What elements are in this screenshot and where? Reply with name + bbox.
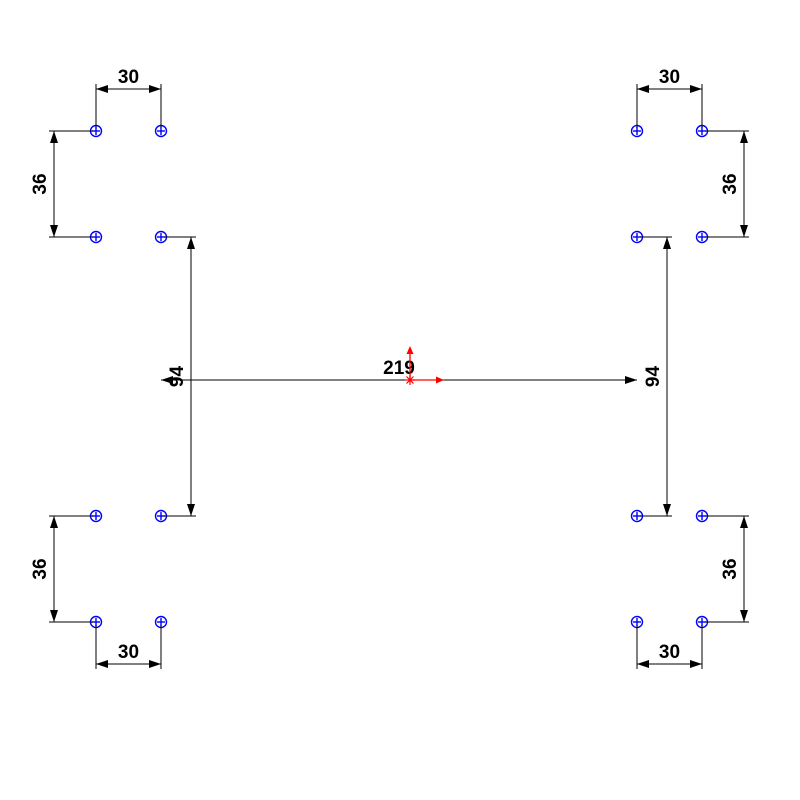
dim-label: 36 bbox=[720, 558, 741, 579]
dim-d94-r: 94 bbox=[640, 237, 672, 516]
dim-label: 30 bbox=[118, 642, 139, 663]
dim-label: 36 bbox=[720, 173, 741, 194]
dim-d30-br: 30 bbox=[637, 625, 702, 669]
dim-label: 94 bbox=[643, 366, 664, 388]
dim-d30-bl: 30 bbox=[96, 625, 161, 669]
dim-label: 94 bbox=[167, 366, 188, 388]
dim-d36-bl: 36 bbox=[30, 516, 93, 622]
dim-d36-tl: 36 bbox=[30, 131, 93, 237]
dim-d30-tr: 30 bbox=[637, 67, 702, 128]
engineering-drawing: 30303030363636369494219 bbox=[0, 0, 800, 800]
dim-d94-l: 94 bbox=[164, 237, 196, 516]
dim-label: 30 bbox=[659, 67, 680, 88]
dim-label: 36 bbox=[30, 173, 51, 194]
dim-label: 36 bbox=[30, 558, 51, 579]
dim-label: 30 bbox=[659, 642, 680, 663]
dim-d36-br: 36 bbox=[705, 516, 749, 622]
dim-d219: 219 bbox=[161, 358, 637, 384]
dim-d30-tl: 30 bbox=[96, 67, 161, 128]
dim-label: 30 bbox=[118, 67, 139, 88]
dim-d36-tr: 36 bbox=[705, 131, 749, 237]
dimensions-group: 30303030363636369494219 bbox=[30, 67, 749, 669]
